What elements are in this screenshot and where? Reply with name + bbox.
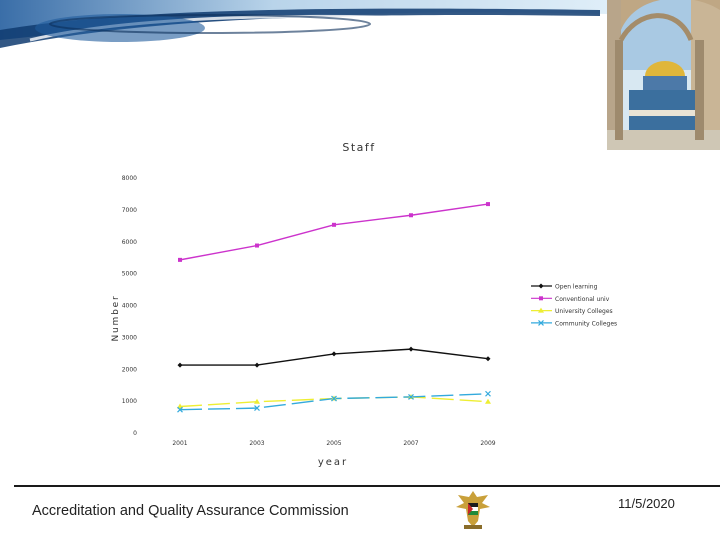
- footer-date: 11/5/2020: [618, 496, 675, 511]
- y-tick-label: 4000: [122, 303, 137, 310]
- legend-marker: [539, 296, 543, 301]
- data-point: [331, 395, 337, 402]
- y-axis-label: Number: [111, 295, 121, 342]
- x-tick-label: 2003: [249, 440, 264, 447]
- data-point: [409, 213, 413, 218]
- data-point: [485, 398, 491, 404]
- x-tick-label: 2009: [480, 440, 495, 447]
- data-point: [486, 202, 490, 207]
- dome-photo: [607, 0, 720, 150]
- y-tick-label: 0: [133, 430, 137, 437]
- data-point: [177, 406, 183, 413]
- y-tick-label: 6000: [122, 239, 137, 246]
- legend-label: Conventional univ: [555, 296, 610, 303]
- x-tick-label: 2005: [326, 440, 341, 447]
- data-point: [408, 394, 414, 400]
- header-banner: [0, 0, 608, 62]
- data-point: [332, 222, 336, 227]
- y-tick-label: 8000: [122, 175, 137, 182]
- legend-marker: [538, 283, 544, 289]
- footer-divider: [14, 485, 720, 487]
- data-point: [485, 390, 491, 397]
- data-point: [255, 243, 259, 248]
- legend-label: University Colleges: [555, 308, 613, 315]
- data-point: [408, 346, 414, 352]
- palestine-eagle-emblem: [452, 487, 494, 531]
- x-axis-label: year: [318, 457, 348, 468]
- data-point: [331, 351, 337, 357]
- y-tick-label: 5000: [122, 271, 137, 278]
- legend-marker: [538, 319, 544, 326]
- data-point: [254, 405, 260, 412]
- x-tick-label: 2007: [403, 440, 418, 447]
- footer-organization: Accreditation and Quality Assurance Comm…: [32, 503, 349, 519]
- data-point: [177, 362, 183, 368]
- legend-label: Community Colleges: [555, 320, 617, 327]
- y-tick-label: 2000: [122, 366, 137, 373]
- legend-label: Open learning: [555, 284, 598, 291]
- data-point: [178, 257, 182, 262]
- y-tick-label: 3000: [122, 334, 137, 341]
- staff-line-chart: Staff Number year 0 1000 2000 3000 4000 5000 6…: [111, 141, 617, 468]
- x-tick-label: 2001: [172, 440, 187, 447]
- data-point: [485, 356, 491, 362]
- legend-marker: [538, 307, 544, 313]
- data-point: [177, 403, 183, 409]
- data-point: [254, 398, 260, 404]
- chart-title: Staff: [342, 141, 375, 154]
- y-tick-label: 1000: [122, 398, 137, 405]
- y-tick-label: 7000: [122, 207, 137, 214]
- series-line-1: [179, 203, 489, 261]
- data-point: [254, 362, 260, 368]
